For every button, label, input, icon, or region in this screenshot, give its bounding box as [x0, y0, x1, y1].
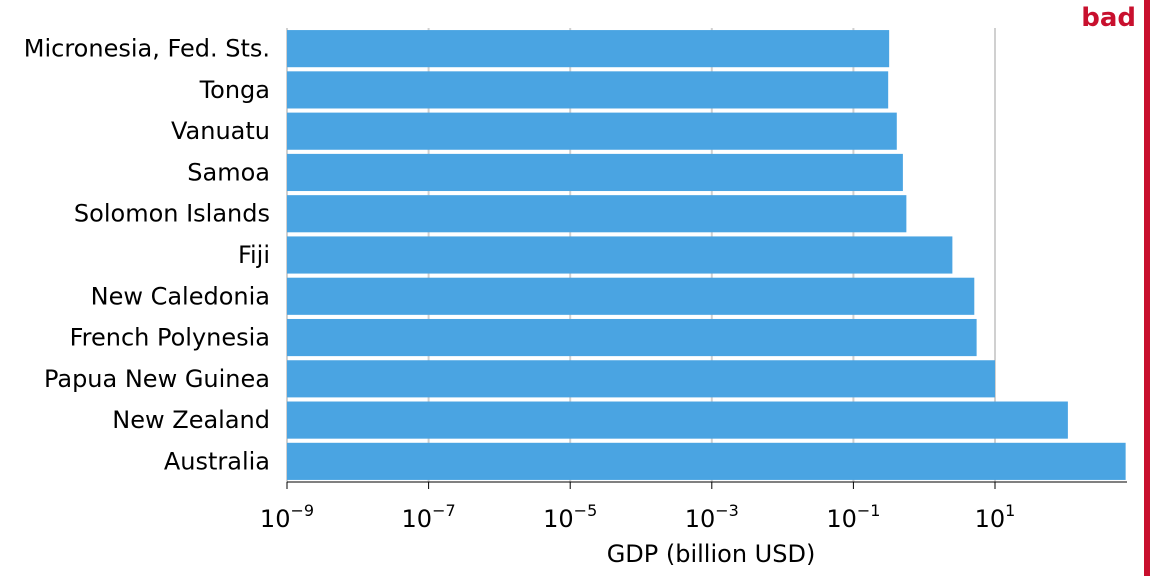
bar	[287, 112, 897, 150]
category-label: Tonga	[199, 76, 270, 104]
category-label: Papua New Guinea	[44, 365, 270, 393]
bar	[287, 360, 995, 398]
x-tick-label: 10−7	[402, 501, 456, 533]
category-label: Fiji	[238, 241, 270, 269]
bar	[287, 277, 975, 315]
bad-stamp-label: bad	[1081, 3, 1136, 33]
bar	[287, 195, 907, 233]
category-label: Australia	[164, 447, 270, 475]
bar	[287, 153, 903, 192]
category-label: New Caledonia	[91, 282, 270, 310]
category-label: New Zealand	[112, 406, 270, 434]
category-label: Samoa	[187, 158, 270, 186]
x-tick-label: 10−5	[543, 501, 597, 533]
bars	[287, 30, 1126, 480]
x-tick-label: 10−1	[826, 501, 880, 533]
x-axis-title: GDP (billion USD)	[607, 540, 816, 568]
x-axis-ticks: 10−9 10−7 10−5 10−3 10−1 101	[260, 482, 1015, 533]
category-labels: Micronesia, Fed. Sts. Tonga Vanuatu Samoa So…	[24, 35, 270, 476]
x-tick-label: 101	[975, 501, 1016, 533]
x-tick-label: 10−9	[260, 501, 314, 533]
x-tick-label: 10−3	[685, 501, 739, 533]
category-label: Vanuatu	[171, 117, 270, 145]
bad-stamp-bar	[1144, 0, 1150, 576]
bar	[287, 30, 890, 68]
category-label: French Polynesia	[70, 324, 270, 352]
bar	[287, 442, 1126, 480]
bar	[287, 236, 953, 274]
bar	[287, 318, 977, 357]
category-label: Micronesia, Fed. Sts.	[24, 35, 270, 63]
category-label: Solomon Islands	[74, 200, 270, 228]
bar	[287, 71, 889, 109]
bar	[287, 401, 1068, 439]
